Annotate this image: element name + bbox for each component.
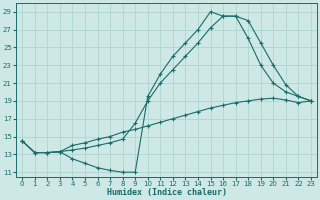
X-axis label: Humidex (Indice chaleur): Humidex (Indice chaleur)	[107, 188, 227, 197]
